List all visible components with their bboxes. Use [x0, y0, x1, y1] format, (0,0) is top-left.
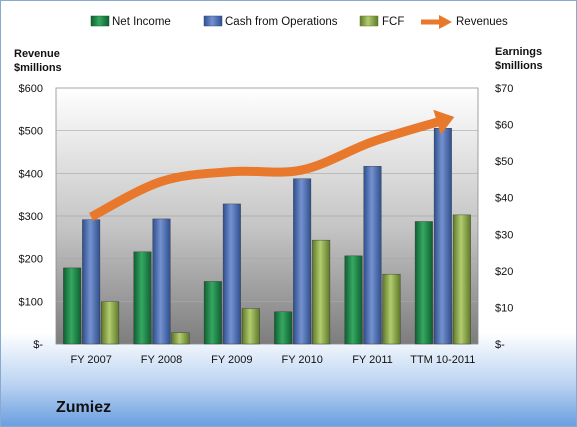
- bar-fcf: [382, 273, 401, 345]
- right-tick-label: $50: [495, 156, 513, 168]
- bar-fcf: [452, 214, 471, 345]
- bar-fcf: [241, 308, 260, 345]
- revenue-line-path: [89, 116, 443, 221]
- bar-cash-from-operations: [363, 166, 382, 345]
- right-tick-label: $30: [495, 229, 513, 241]
- right-axis-ticks: $- $10 $20 $30 $40 $50 $60 $70: [495, 83, 513, 351]
- bar-cash-from-operations: [433, 128, 452, 345]
- legend: Net Income Cash from Operations FCF Reve…: [90, 15, 508, 29]
- revenue-arrowhead: [433, 109, 455, 135]
- bar-net-income: [63, 267, 82, 345]
- right-tick-label: $20: [495, 266, 513, 278]
- category-label: FY 2010: [281, 354, 322, 366]
- legend-swatch-cash-from-operations: [203, 15, 223, 27]
- right-axis-title-line1: Earnings: [495, 46, 542, 58]
- category-label: FY 2009: [211, 354, 252, 366]
- left-tick-label: $400: [19, 168, 43, 180]
- category-label: FY 2008: [141, 354, 182, 366]
- bar-fcf: [101, 301, 120, 345]
- legend-swatch-net-income: [90, 15, 110, 27]
- legend-label-net-income: Net Income: [112, 16, 171, 28]
- right-tick-label: $60: [495, 120, 513, 132]
- legend-label-fcf: FCF: [382, 16, 404, 28]
- revenue-line: [89, 109, 455, 221]
- legend-swatch-fcf: [359, 15, 379, 27]
- bar-cash-from-operations: [222, 203, 241, 345]
- left-axis-title-line1: Revenue: [14, 48, 60, 60]
- bar-net-income: [344, 255, 363, 345]
- left-axis-ticks: $- $100 $200 $300 $400 $500 $600: [19, 83, 44, 351]
- right-tick-label: $70: [495, 83, 513, 95]
- bar-cash-from-operations: [293, 178, 312, 345]
- left-tick-label: $-: [33, 339, 43, 351]
- left-tick-label: $500: [19, 126, 43, 138]
- bar-cash-from-operations: [152, 218, 171, 345]
- bar-net-income: [274, 311, 293, 345]
- right-axis-title-line2: $millions: [495, 60, 543, 72]
- right-tick-label: $10: [495, 302, 513, 314]
- bar-net-income: [414, 221, 433, 345]
- right-tick-label: $40: [495, 193, 513, 205]
- category-label: FY 2007: [70, 354, 111, 366]
- category-label: FY 2011: [352, 354, 393, 366]
- category-label: TTM 10-2011: [410, 354, 475, 366]
- left-tick-label: $300: [19, 211, 43, 223]
- left-axis-title-line2: $millions: [14, 62, 62, 74]
- bar-net-income: [133, 251, 152, 345]
- legend-label-revenues: Revenues: [456, 16, 508, 28]
- bar-fcf: [312, 239, 331, 345]
- legend-label-cash-from-operations: Cash from Operations: [225, 16, 338, 28]
- left-tick-label: $100: [19, 296, 43, 308]
- left-tick-label: $600: [19, 83, 43, 95]
- bar-net-income: [203, 281, 222, 345]
- legend-arrow-revenues: [421, 15, 452, 29]
- category-labels: FY 2007 FY 2008 FY 2009 FY 2010 FY 2011 TTM 1…: [70, 354, 475, 366]
- left-tick-label: $200: [19, 254, 43, 266]
- company-name: Zumiez: [56, 399, 112, 416]
- bars: [63, 128, 471, 345]
- bar-fcf: [171, 332, 190, 345]
- right-tick-label: $-: [495, 339, 505, 351]
- bar-cash-from-operations: [82, 219, 101, 345]
